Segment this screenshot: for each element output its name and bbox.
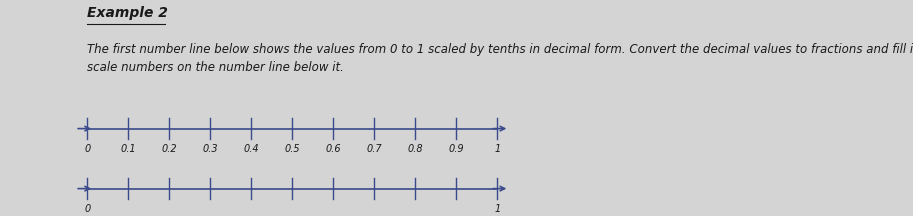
Text: 0.1: 0.1 — [121, 144, 136, 154]
Text: 1: 1 — [494, 144, 500, 154]
Text: 0.7: 0.7 — [366, 144, 382, 154]
Text: Example 2: Example 2 — [88, 6, 168, 21]
Text: 0.3: 0.3 — [203, 144, 218, 154]
Text: The first number line below shows the values from 0 to 1 scaled by tenths in dec: The first number line below shows the va… — [88, 43, 913, 74]
Text: 0: 0 — [84, 204, 90, 214]
Text: 0.2: 0.2 — [162, 144, 177, 154]
Text: 0.4: 0.4 — [244, 144, 259, 154]
Text: 0.9: 0.9 — [448, 144, 464, 154]
Text: 0.5: 0.5 — [285, 144, 300, 154]
Text: 0.8: 0.8 — [407, 144, 423, 154]
Text: 0.6: 0.6 — [325, 144, 341, 154]
Text: 1: 1 — [494, 204, 500, 214]
Text: 0: 0 — [84, 144, 90, 154]
